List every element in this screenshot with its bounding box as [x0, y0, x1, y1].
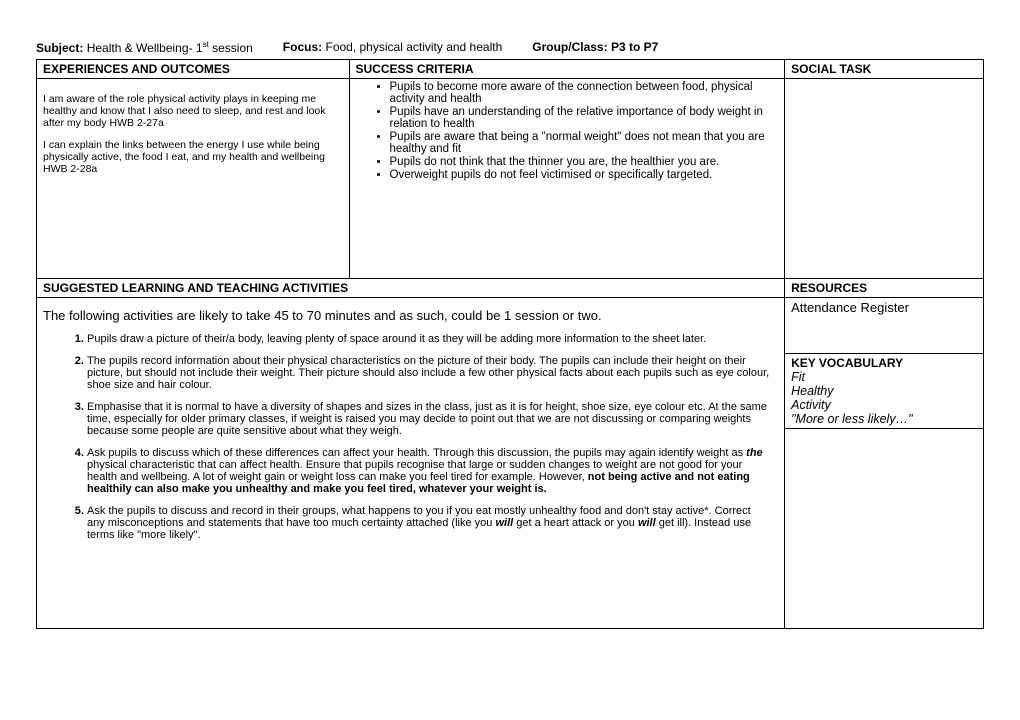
activity-item: Emphasise that it is normal to have a di…	[87, 401, 778, 437]
criterion: Pupils do not think that the thinner you…	[390, 156, 779, 168]
act5-will: will	[495, 517, 513, 529]
criterion: Pupils are aware that being a "normal we…	[390, 131, 779, 155]
kv-term: Healthy	[791, 384, 833, 398]
activities-header: SUGGESTED LEARNING AND TEACHING ACTIVITI…	[37, 279, 785, 298]
activity-item: Pupils draw a picture of their/a body, l…	[87, 333, 778, 345]
kv-term: Fit	[791, 370, 805, 384]
lesson-header: Subject: Health & Wellbeing- 1st session…	[36, 40, 984, 55]
group-block: Group/Class: P3 to P7	[532, 40, 658, 55]
activity-item: Ask pupils to discuss which of these dif…	[87, 447, 778, 495]
kv-term: Activity	[791, 398, 831, 412]
criterion: Pupils have an understanding of the rela…	[390, 106, 779, 130]
activity-item: The pupils record information about thei…	[87, 355, 778, 391]
resources-cell: Attendance Register	[785, 298, 984, 354]
outcome-2: I can explain the links between the ener…	[43, 139, 343, 175]
social-cell	[785, 79, 984, 279]
criterion: Overweight pupils do not feel victimised…	[390, 169, 779, 181]
criterion: Pupils to become more aware of the conne…	[390, 81, 779, 105]
success-cell: Pupils to become more aware of the conne…	[349, 79, 785, 279]
act5-will: will	[638, 517, 656, 529]
activities-intro: The following activities are likely to t…	[43, 308, 778, 323]
act5-text: get a heart attack or you	[513, 517, 638, 529]
activities-table: SUGGESTED LEARNING AND TEACHING ACTIVITI…	[36, 279, 984, 629]
kv-header: KEY VOCABULARY	[791, 356, 903, 370]
focus-block: Focus: Food, physical activity and healt…	[283, 40, 502, 55]
activities-list: Pupils draw a picture of their/a body, l…	[43, 333, 778, 541]
activity-item: Ask the pupils to discuss and record in …	[87, 505, 778, 541]
focus-label: Focus:	[283, 40, 322, 54]
experiences-cell: I am aware of the role physical activity…	[37, 79, 350, 279]
focus-value: Food, physical activity and health	[325, 40, 502, 54]
resources-header: RESOURCES	[785, 279, 984, 298]
subject-block: Subject: Health & Wellbeing- 1st session	[36, 40, 253, 55]
kv-term: "More or less likely…"	[791, 412, 912, 426]
outcome-1: I am aware of the role physical activity…	[43, 93, 343, 129]
group-value: P3 to P7	[611, 40, 658, 54]
activities-cell: The following activities are likely to t…	[37, 298, 785, 629]
empty-cell	[785, 429, 984, 629]
subject-suffix: session	[209, 41, 253, 55]
criteria-list: Pupils to become more aware of the conne…	[356, 81, 779, 181]
group-label: Group/Class:	[532, 40, 607, 54]
act4-text: Ask pupils to discuss which of these dif…	[87, 447, 746, 459]
social-header: SOCIAL TASK	[785, 60, 984, 79]
success-header: SUCCESS CRITERIA	[349, 60, 785, 79]
subject-label: Subject:	[36, 41, 83, 55]
key-vocabulary-cell: KEY VOCABULARY Fit Healthy Activity "Mor…	[785, 354, 984, 429]
experiences-header: EXPERIENCES AND OUTCOMES	[37, 60, 350, 79]
lesson-plan-table: EXPERIENCES AND OUTCOMES SUCCESS CRITERI…	[36, 59, 984, 279]
act4-the: the	[746, 447, 763, 459]
subject-value: Health & Wellbeing- 1	[87, 41, 203, 55]
